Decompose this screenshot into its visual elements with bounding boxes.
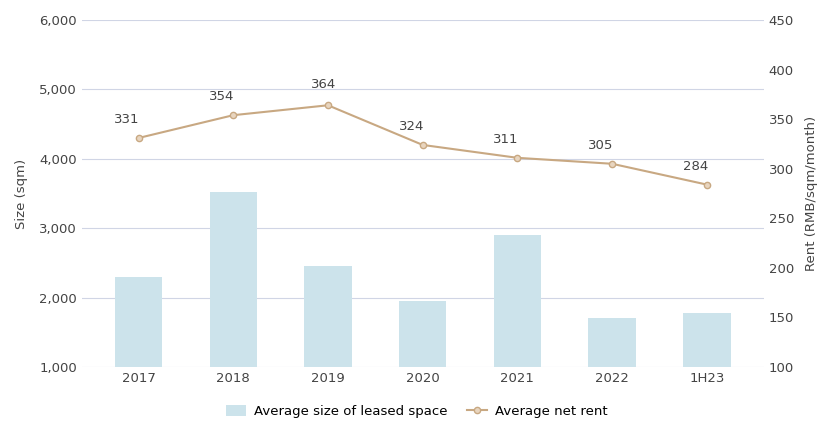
Average net rent (512, 155, 522, 160)
Text: 331: 331 (114, 113, 140, 126)
Bar (494, 235, 541, 430)
Text: 364: 364 (311, 78, 336, 92)
Bar (683, 313, 731, 430)
Text: 284: 284 (683, 160, 708, 173)
Text: 305: 305 (588, 139, 613, 152)
Average net rent (607, 161, 617, 166)
Bar (399, 301, 446, 430)
Bar (588, 319, 636, 430)
Y-axis label: Rent (RMB/sqm/month): Rent (RMB/sqm/month) (805, 116, 818, 271)
Average net rent (323, 103, 333, 108)
Bar (115, 277, 162, 430)
Bar (210, 192, 257, 430)
Average net rent (228, 113, 238, 118)
Legend: Average size of leased space, Average net rent: Average size of leased space, Average ne… (221, 400, 612, 424)
Text: 311: 311 (493, 133, 519, 146)
Text: 324: 324 (399, 120, 424, 133)
Average net rent (417, 142, 427, 147)
Text: 354: 354 (209, 90, 235, 103)
Y-axis label: Size (sqm): Size (sqm) (15, 159, 28, 229)
Average net rent (702, 182, 712, 187)
Line: Average net rent: Average net rent (136, 102, 710, 188)
Bar (304, 267, 352, 430)
Average net rent (133, 135, 143, 141)
